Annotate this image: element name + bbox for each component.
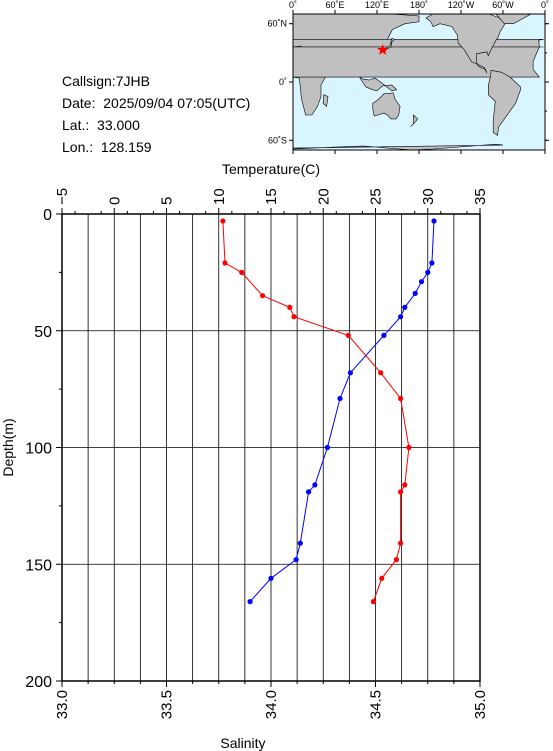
map-land-australia: [372, 92, 401, 120]
callsign-value: 7JHB: [115, 73, 150, 89]
temperature-point: [287, 304, 293, 310]
temperature-tick-label: 0: [106, 197, 123, 205]
temperature-point: [398, 395, 404, 402]
salinity-point: [247, 599, 253, 605]
temperature-point: [345, 332, 351, 338]
temperature-point: [402, 482, 408, 488]
temperature-tick-label: 30: [420, 188, 437, 205]
temperature-tick-label: 15: [263, 188, 280, 205]
map-lon-label: 120˚E: [365, 0, 389, 10]
temperature-tick-label: −5: [54, 188, 71, 205]
temperature-tick-label: 10: [211, 188, 228, 205]
temperature-point: [370, 599, 376, 605]
temperature-point: [291, 314, 297, 320]
world-map: 0˚ 60˚E 120˚E 180˚ 120˚W 60˚W 0˚60˚N0˚60˚S: [267, 0, 549, 154]
salinity-point: [381, 332, 387, 338]
salinity-point: [431, 218, 437, 224]
map-lon-label: 180˚: [410, 0, 428, 10]
temperature-point: [260, 293, 266, 299]
salinity-point: [312, 482, 318, 488]
map-lat-label: 60˚S: [268, 135, 287, 145]
temperature-axis-title: Temperature(C): [222, 161, 320, 177]
salinity-point: [324, 444, 330, 451]
temperature-tick-label: 5: [159, 197, 176, 205]
salinity-point: [268, 575, 274, 581]
date-line: Date: 2025/09/04 07:05(UTC): [62, 95, 250, 111]
lat-value: 33.000: [97, 117, 140, 133]
salinity-tick-label: 33.5: [159, 690, 176, 719]
map-lat-label: 0˚: [279, 77, 287, 87]
salinity-point: [398, 314, 404, 320]
callsign-line: Callsign:7JHB: [62, 73, 150, 89]
temperature-point: [406, 444, 412, 451]
lon-label: Lon.:: [62, 139, 94, 155]
temperature-profile-line: [222, 220, 410, 602]
depth-tick-label: 200: [25, 674, 52, 691]
map-land-new-zealand: [410, 114, 418, 127]
salinity-profile-line: [249, 220, 435, 602]
lon-value: 128.159: [100, 139, 152, 155]
salinity-point: [429, 260, 435, 266]
map-lon-label: 0˚: [541, 0, 549, 10]
map-land-indonesia: [359, 76, 398, 92]
map-lon-label: 120˚W: [448, 0, 475, 10]
temperature-tick-label: 35: [472, 188, 489, 205]
temperature-point: [239, 269, 245, 275]
map-land-north-america: [425, 13, 506, 74]
salinity-point: [418, 279, 425, 285]
map-lon-label: 60˚W: [492, 0, 514, 10]
date-value: 2025/09/04 07:05(UTC): [103, 95, 251, 111]
temperature-point: [398, 489, 404, 495]
lon-line: Lon.: 128.159: [62, 139, 152, 155]
map-land-madagascar: [322, 94, 329, 107]
temperature-tick-label: 25: [368, 188, 385, 205]
callsign-label: Callsign:: [62, 73, 116, 89]
salinity-point: [402, 304, 408, 310]
lat-line: Lat.: 33.000: [62, 117, 140, 133]
map-land-south-america: [487, 69, 521, 136]
salinity-point: [412, 290, 418, 296]
depth-tick-label: 100: [25, 441, 52, 458]
salinity-point: [293, 557, 299, 563]
depth-axis-title: Depth(m): [0, 418, 16, 476]
temperature-point: [393, 557, 399, 563]
depth-tick-label: 150: [25, 557, 52, 574]
salinity-tick-label: 34.5: [368, 690, 385, 719]
depth-tick-label: 50: [34, 324, 52, 341]
temperature-point: [378, 370, 384, 376]
salinity-point: [425, 269, 431, 275]
salinity-tick-label: 33.0: [54, 690, 71, 719]
salinity-tick-label: 35.0: [472, 690, 489, 719]
temperature-point: [398, 540, 404, 546]
salinity-point: [297, 540, 303, 546]
temperature-point: [222, 260, 228, 266]
temperature-point: [220, 218, 226, 224]
temperature-point: [379, 575, 385, 581]
salinity-point: [347, 370, 353, 376]
station-marker: [377, 44, 389, 55]
depth-tick-label: 0: [43, 207, 52, 224]
lat-label: Lat.:: [62, 117, 90, 133]
salinity-point: [306, 489, 312, 495]
salinity-point: [337, 395, 343, 402]
map-lat-label: 60˚N: [267, 19, 287, 29]
salinity-tick-label: 34.0: [263, 690, 280, 719]
map-lon-label: 0˚: [289, 0, 297, 10]
temperature-tick-label: 20: [315, 188, 332, 205]
map-lon-label: 60˚E: [325, 0, 344, 10]
date-label: Date:: [62, 95, 96, 111]
salinity-axis-title: Salinity: [220, 735, 265, 751]
